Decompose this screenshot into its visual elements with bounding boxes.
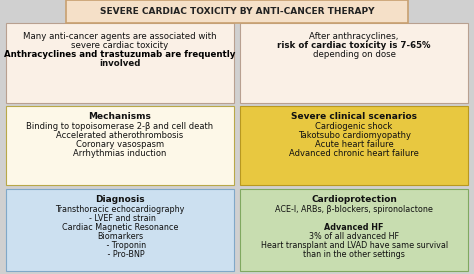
Text: SEVERE CARDIAC TOXICITY BY ANTI-CANCER THERAPY: SEVERE CARDIAC TOXICITY BY ANTI-CANCER T… bbox=[100, 7, 374, 16]
Text: risk of cardiac toxicity is 7-65%: risk of cardiac toxicity is 7-65% bbox=[277, 41, 431, 50]
Text: - Pro-BNP: - Pro-BNP bbox=[95, 250, 145, 259]
Text: severe cardiac toxicity: severe cardiac toxicity bbox=[71, 41, 169, 50]
Text: Cardiac Magnetic Resonance: Cardiac Magnetic Resonance bbox=[62, 223, 178, 232]
FancyBboxPatch shape bbox=[6, 189, 234, 271]
Text: Severe clinical scenarios: Severe clinical scenarios bbox=[291, 112, 417, 121]
Text: Transthoracic echocardiography: Transthoracic echocardiography bbox=[55, 205, 184, 214]
Text: Advanced HF: Advanced HF bbox=[324, 223, 384, 232]
Text: Anthracyclines and trastuzumab are frequently: Anthracyclines and trastuzumab are frequ… bbox=[4, 50, 236, 59]
FancyBboxPatch shape bbox=[240, 189, 468, 271]
Text: Acute heart failure: Acute heart failure bbox=[315, 141, 393, 149]
Text: Biomarkers: Biomarkers bbox=[97, 232, 143, 241]
Text: Many anti-cancer agents are associated with: Many anti-cancer agents are associated w… bbox=[23, 32, 217, 41]
Text: Arrhythmias induction: Arrhythmias induction bbox=[73, 150, 166, 158]
Text: than in the other settings: than in the other settings bbox=[303, 250, 405, 259]
Text: Takotsubo cardiomyopathy: Takotsubo cardiomyopathy bbox=[298, 132, 410, 140]
FancyBboxPatch shape bbox=[66, 0, 408, 23]
FancyBboxPatch shape bbox=[6, 23, 234, 103]
Text: - LVEF and strain: - LVEF and strain bbox=[84, 214, 156, 223]
Text: 3% of all advanced HF: 3% of all advanced HF bbox=[309, 232, 399, 241]
Text: depending on dose: depending on dose bbox=[312, 50, 396, 59]
Text: Coronary vasospasm: Coronary vasospasm bbox=[76, 141, 164, 149]
Text: Binding to topoisomerase 2-β and cell death: Binding to topoisomerase 2-β and cell de… bbox=[27, 122, 213, 131]
Text: Advanced chronic heart failure: Advanced chronic heart failure bbox=[289, 150, 419, 158]
Text: Mechanisms: Mechanisms bbox=[89, 112, 151, 121]
Text: Cardiogenic shock: Cardiogenic shock bbox=[316, 122, 392, 131]
Text: Diagnosis: Diagnosis bbox=[95, 195, 145, 204]
Text: involved: involved bbox=[99, 59, 141, 68]
Text: - Troponin: - Troponin bbox=[94, 241, 146, 250]
Text: After anthracyclines,: After anthracyclines, bbox=[310, 32, 399, 41]
Text: Heart transplant and LVAD have same survival: Heart transplant and LVAD have same surv… bbox=[261, 241, 447, 250]
FancyBboxPatch shape bbox=[240, 106, 468, 185]
Text: Cardioprotection: Cardioprotection bbox=[311, 195, 397, 204]
Text: Accelerated atherothrombosis: Accelerated atherothrombosis bbox=[56, 132, 183, 140]
FancyBboxPatch shape bbox=[6, 106, 234, 185]
FancyBboxPatch shape bbox=[240, 23, 468, 103]
Text: ACE-I, ARBs, β-blockers, spironolactone: ACE-I, ARBs, β-blockers, spironolactone bbox=[275, 205, 433, 214]
